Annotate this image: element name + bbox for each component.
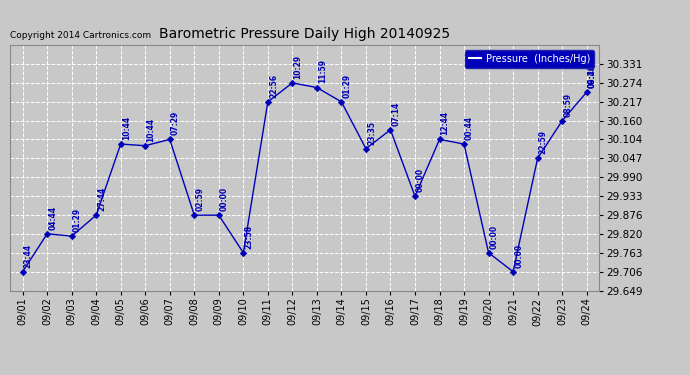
Text: 23:44: 23:44: [23, 243, 32, 267]
Text: 10:44: 10:44: [146, 117, 155, 141]
Text: 10:29: 10:29: [293, 55, 302, 79]
Text: 08:59: 08:59: [563, 93, 572, 117]
Text: Copyright 2014 Cartronics.com: Copyright 2014 Cartronics.com: [10, 31, 152, 40]
Text: 00:00: 00:00: [490, 225, 499, 249]
Text: 23:58: 23:58: [244, 225, 253, 249]
Text: 12:44: 12:44: [441, 111, 450, 135]
Text: 07:14: 07:14: [391, 101, 400, 126]
Legend: Pressure  (Inches/Hg): Pressure (Inches/Hg): [465, 50, 594, 68]
Text: 23:35: 23:35: [367, 120, 376, 144]
Text: 27:44: 27:44: [97, 187, 106, 211]
Title: Barometric Pressure Daily High 20140925: Barometric Pressure Daily High 20140925: [159, 27, 450, 41]
Text: 00:44: 00:44: [465, 116, 474, 140]
Text: 00:00: 00:00: [416, 168, 425, 192]
Text: 04:44: 04:44: [48, 206, 57, 230]
Text: 07:29: 07:29: [171, 111, 180, 135]
Text: 01:29: 01:29: [342, 74, 351, 98]
Text: 00:00: 00:00: [220, 187, 229, 211]
Text: 22:56: 22:56: [269, 74, 278, 98]
Text: 09:29: 09:29: [588, 64, 597, 88]
Text: 22:59: 22:59: [539, 130, 548, 154]
Text: 10:44: 10:44: [121, 116, 131, 140]
Text: 06:44: 06:44: [588, 64, 597, 88]
Text: 11:59: 11:59: [318, 59, 327, 83]
Text: 00:00: 00:00: [514, 243, 523, 267]
Text: 01:29: 01:29: [72, 208, 81, 232]
Text: 02:59: 02:59: [195, 187, 204, 211]
